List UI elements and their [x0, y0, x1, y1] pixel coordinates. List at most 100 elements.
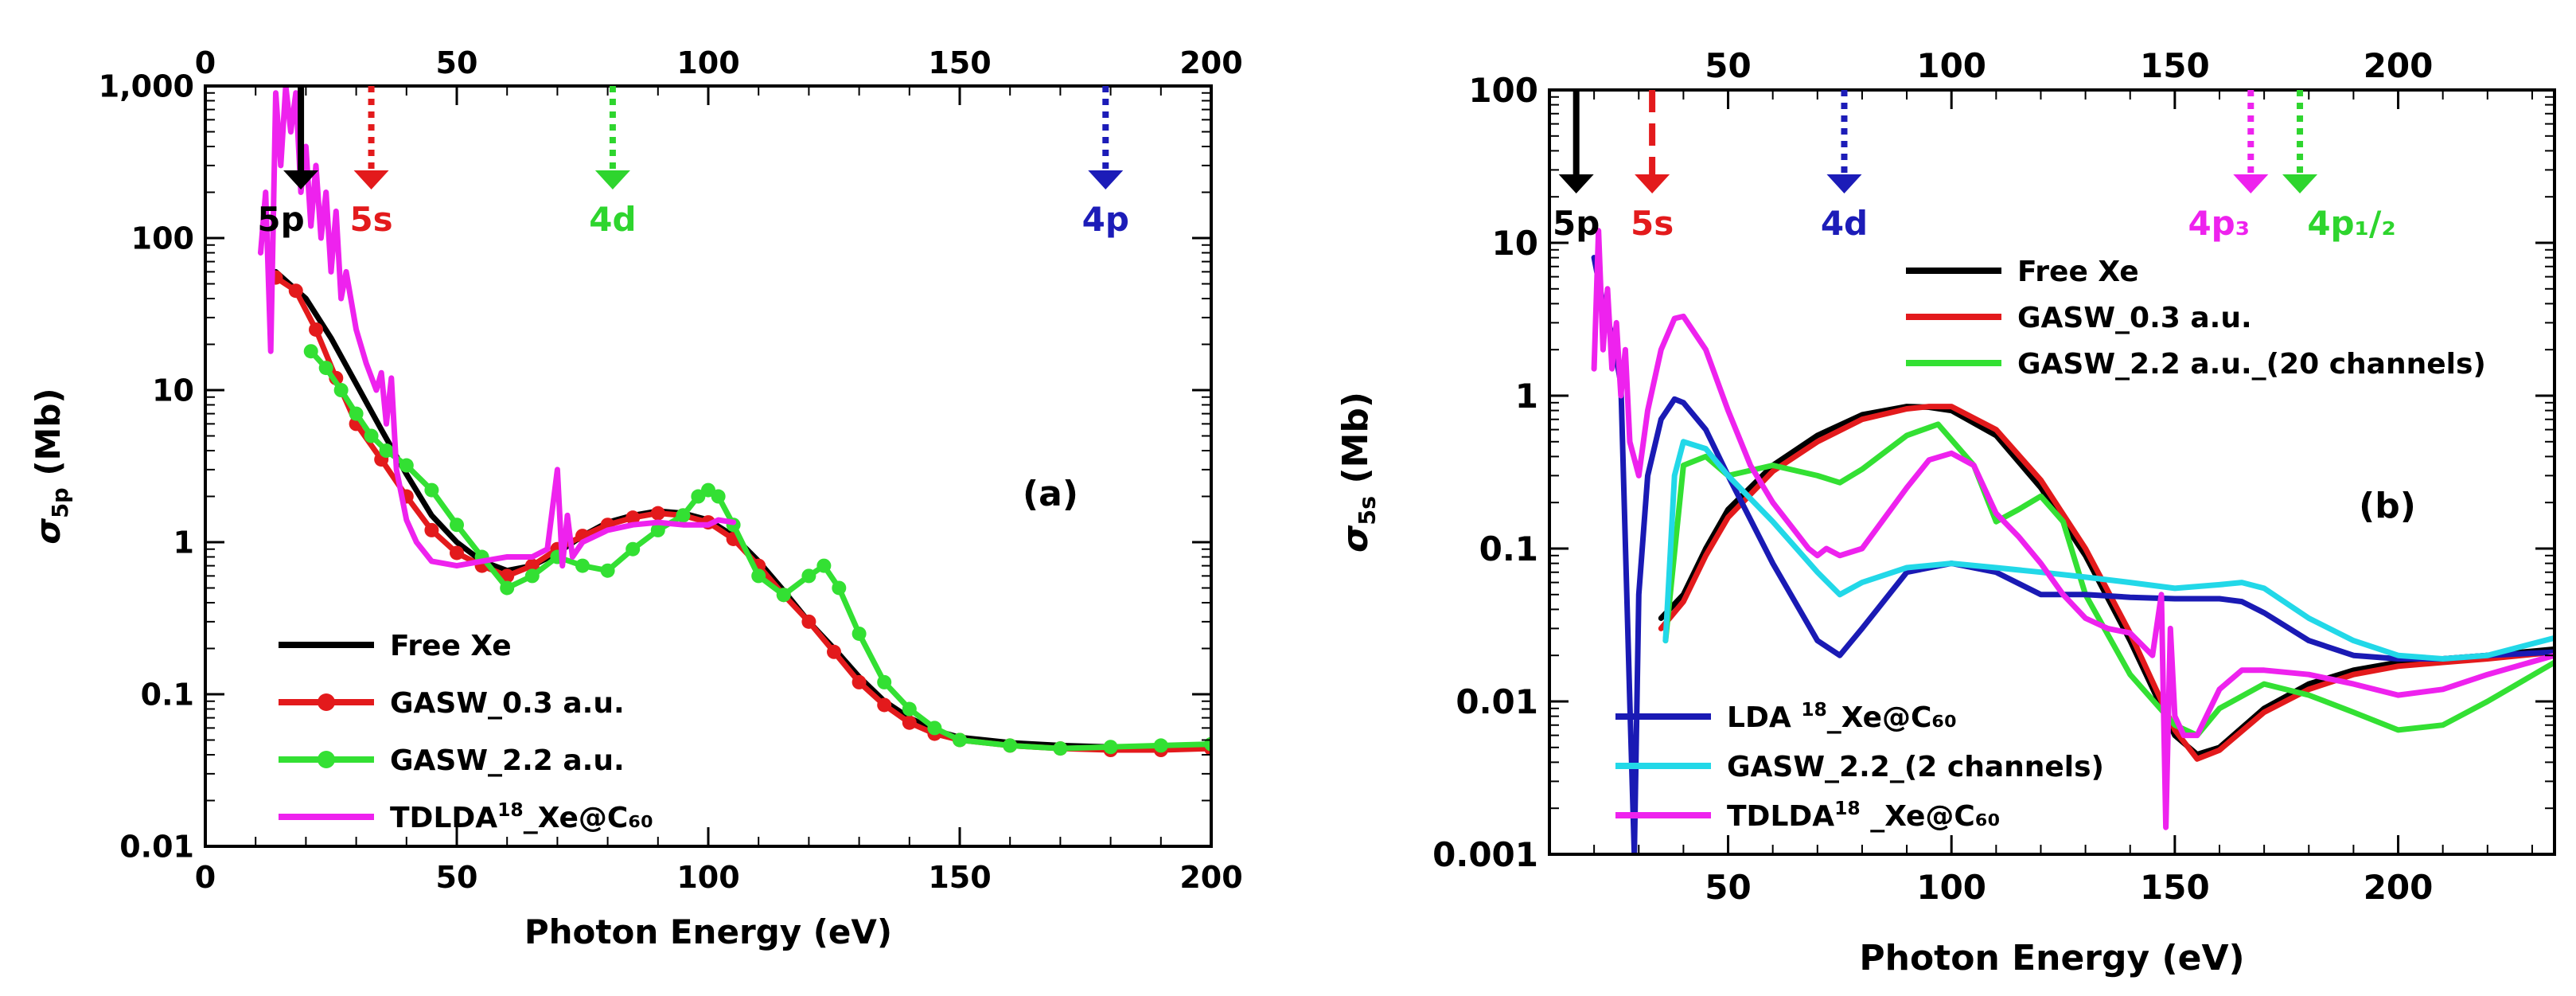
top-x-tick-label: 150	[2140, 46, 2210, 85]
data-point-gasw-2-2-a-u	[318, 361, 333, 376]
panel-label: (a)	[1023, 474, 1078, 514]
x-tick-label: 150	[2140, 868, 2210, 907]
legend-label-gasw-0-3-a-u: GASW_0.3 a.u.	[2017, 302, 2252, 334]
data-point-gasw-2-2-a-u	[1003, 738, 1018, 753]
y-axis-label-unit: (Mb)	[1335, 392, 1376, 496]
data-point-gasw-0-3-a-u	[650, 506, 665, 521]
edge-arrow-head-4p	[1088, 170, 1124, 189]
data-point-gasw-0-3-a-u	[288, 283, 303, 299]
edge-arrow-head-4p	[2282, 174, 2318, 193]
series-line-gasw-0-3-a-u	[1658, 404, 2555, 762]
data-point-gasw-0-3-a-u	[524, 558, 540, 573]
data-point-gasw-0-3-a-u	[801, 614, 816, 629]
edge-label-5s: 5s	[349, 200, 392, 239]
data-point-gasw-2-2-a-u	[450, 518, 464, 533]
data-point-gasw-2-2-a-u	[776, 588, 791, 603]
legend-label-main: TDLDA	[1727, 800, 1834, 833]
x-tick-label: 200	[2364, 868, 2434, 907]
edge-label-4p: 4p₃	[2188, 204, 2250, 243]
x-tick-label: 50	[1705, 868, 1751, 907]
data-point-gasw-0-3-a-u	[625, 510, 641, 525]
edge-label-4p: 4p₁/₂	[2307, 204, 2395, 243]
top-x-tick-label: 100	[1916, 46, 1986, 85]
y-axis-label-symbol: σ	[29, 518, 68, 545]
legend-label-tail: _Xe@C₆₀	[524, 802, 653, 834]
data-point-gasw-2-2-a-u	[600, 563, 615, 578]
data-point-gasw-2-2-a-u	[1053, 741, 1068, 756]
y-axis-label-unit: (Mb)	[29, 388, 68, 487]
series-line-tdlda18-xe-c60	[258, 86, 737, 569]
top-x-tick-label: 200	[1179, 45, 1242, 80]
data-point-gasw-2-2-a-u	[953, 732, 967, 748]
y-axis-label: σ5s (Mb)	[1335, 392, 1381, 553]
data-point-gasw-0-3-a-u	[309, 322, 324, 337]
data-point-gasw-2-2-a-u	[1153, 738, 1168, 753]
data-point-gasw-2-2-a-u	[1103, 740, 1118, 755]
data-point-gasw-2-2-a-u	[902, 701, 917, 717]
data-point-gasw-2-2-a-u	[927, 721, 942, 736]
data-point-gasw-2-2-a-u	[801, 568, 816, 584]
x-tick-label: 150	[928, 860, 991, 895]
edge-label-4d: 4d	[1821, 204, 1868, 243]
top-x-tick-label: 200	[2364, 46, 2434, 85]
edge-label-5p: 5p	[1553, 204, 1600, 243]
panel-b-chart: 50 100 150 200 50 100 150 200 0.001 0.01 0.1 1 10 100…	[1335, 46, 2556, 978]
x-axis-label: Photon Energy (eV)	[524, 912, 892, 951]
data-point-gasw-0-3-a-u	[902, 715, 917, 730]
data-point-gasw-2-2-a-u	[424, 482, 439, 498]
x-axis-label: Photon Energy (eV)	[1859, 938, 2244, 978]
y-axis-label-symbol: σ	[1335, 525, 1376, 553]
legend-label-gasw-2-2-a-u: GASW_2.2 a.u.	[390, 744, 625, 777]
y-tick-label: 0.1	[1479, 529, 1538, 568]
panel-a-chart: 0 50 100 150 200 0 50 100 150 200 0.01 0.1 1 10 100 1,0…	[29, 45, 1243, 951]
x-tick-label: 100	[676, 860, 739, 895]
data-point-gasw-2-2-a-u	[816, 558, 832, 573]
data-point-gasw-2-2-a-u	[500, 580, 515, 596]
y-tick-label: 100	[1468, 71, 1538, 110]
x-tick-label: 100	[1916, 868, 1986, 907]
legend-label-superscript: 18	[497, 799, 524, 821]
legend-label-gasw-2-2-a-u-20-channels: GASW_2.2 a.u._(20 channels)	[2017, 348, 2486, 381]
legend-label-free-xe: Free Xe	[390, 630, 512, 662]
top-x-tick-label: 150	[928, 45, 991, 80]
series-line-gasw-2-2-a-u-20-channels	[1662, 421, 2555, 739]
data-point-gasw-2-2-a-u	[852, 626, 867, 641]
data-point-gasw-2-2-a-u	[650, 522, 665, 537]
y-tick-label: 10	[152, 373, 194, 408]
data-point-gasw-2-2-a-u	[676, 508, 691, 523]
y-tick-label: 1	[1515, 377, 1538, 416]
edge-label-4d: 4d	[589, 200, 636, 239]
legend-top: Free Xe GASW_0.3 a.u. GASW_2.2 a.u._(20 ch…	[1906, 256, 2486, 381]
top-x-tick-label: 50	[1705, 46, 1751, 85]
legend: Free Xe GASW_0.3 a.u. GASW_2.2 a.u. TDLDA18…	[279, 630, 653, 834]
series-line-gasw-2-2-2-channels	[1662, 439, 2555, 662]
legend-label-superscript: 18	[1834, 797, 1861, 819]
data-point-gasw-0-3-a-u	[877, 697, 892, 713]
x-tick-label: 200	[1179, 860, 1242, 895]
legend-marker-gasw-0-3-a-u	[318, 693, 335, 711]
series-group	[1591, 228, 2555, 854]
data-point-gasw-2-2-a-u	[399, 458, 414, 473]
y-tick-label: 0.1	[141, 678, 194, 713]
legend-label-free-xe: Free Xe	[2017, 256, 2139, 288]
edge-arrow-head-5s	[1635, 174, 1670, 193]
edge-label-5s: 5s	[1631, 204, 1674, 243]
data-point-gasw-2-2-a-u	[333, 383, 349, 397]
data-point-gasw-2-2-a-u	[349, 406, 364, 421]
edge-arrow-head-5s	[353, 170, 389, 189]
y-tick-label: 1,000	[99, 69, 194, 104]
y-tick-label: 100	[131, 221, 194, 256]
top-x-tick-label: 0	[195, 45, 216, 80]
legend-label-main: LDA	[1727, 701, 1801, 734]
data-point-gasw-0-3-a-u	[827, 644, 841, 659]
legend-label-lda-18-xe-c60: LDA 18_Xe@C₆₀	[1727, 698, 1957, 734]
data-point-gasw-2-2-a-u	[524, 568, 540, 584]
legend-label-tail: _Xe@C₆₀	[1861, 800, 2001, 833]
edge-arrow-head-4p	[2233, 174, 2269, 193]
legend-label-tdlda18-xe-c60: TDLDA18_Xe@C₆₀	[390, 799, 653, 834]
x-tick-label: 0	[195, 860, 216, 895]
plot-frame	[1548, 88, 2556, 856]
edge-arrow-head-4d	[594, 170, 630, 189]
y-tick-label: 0.01	[119, 830, 194, 865]
